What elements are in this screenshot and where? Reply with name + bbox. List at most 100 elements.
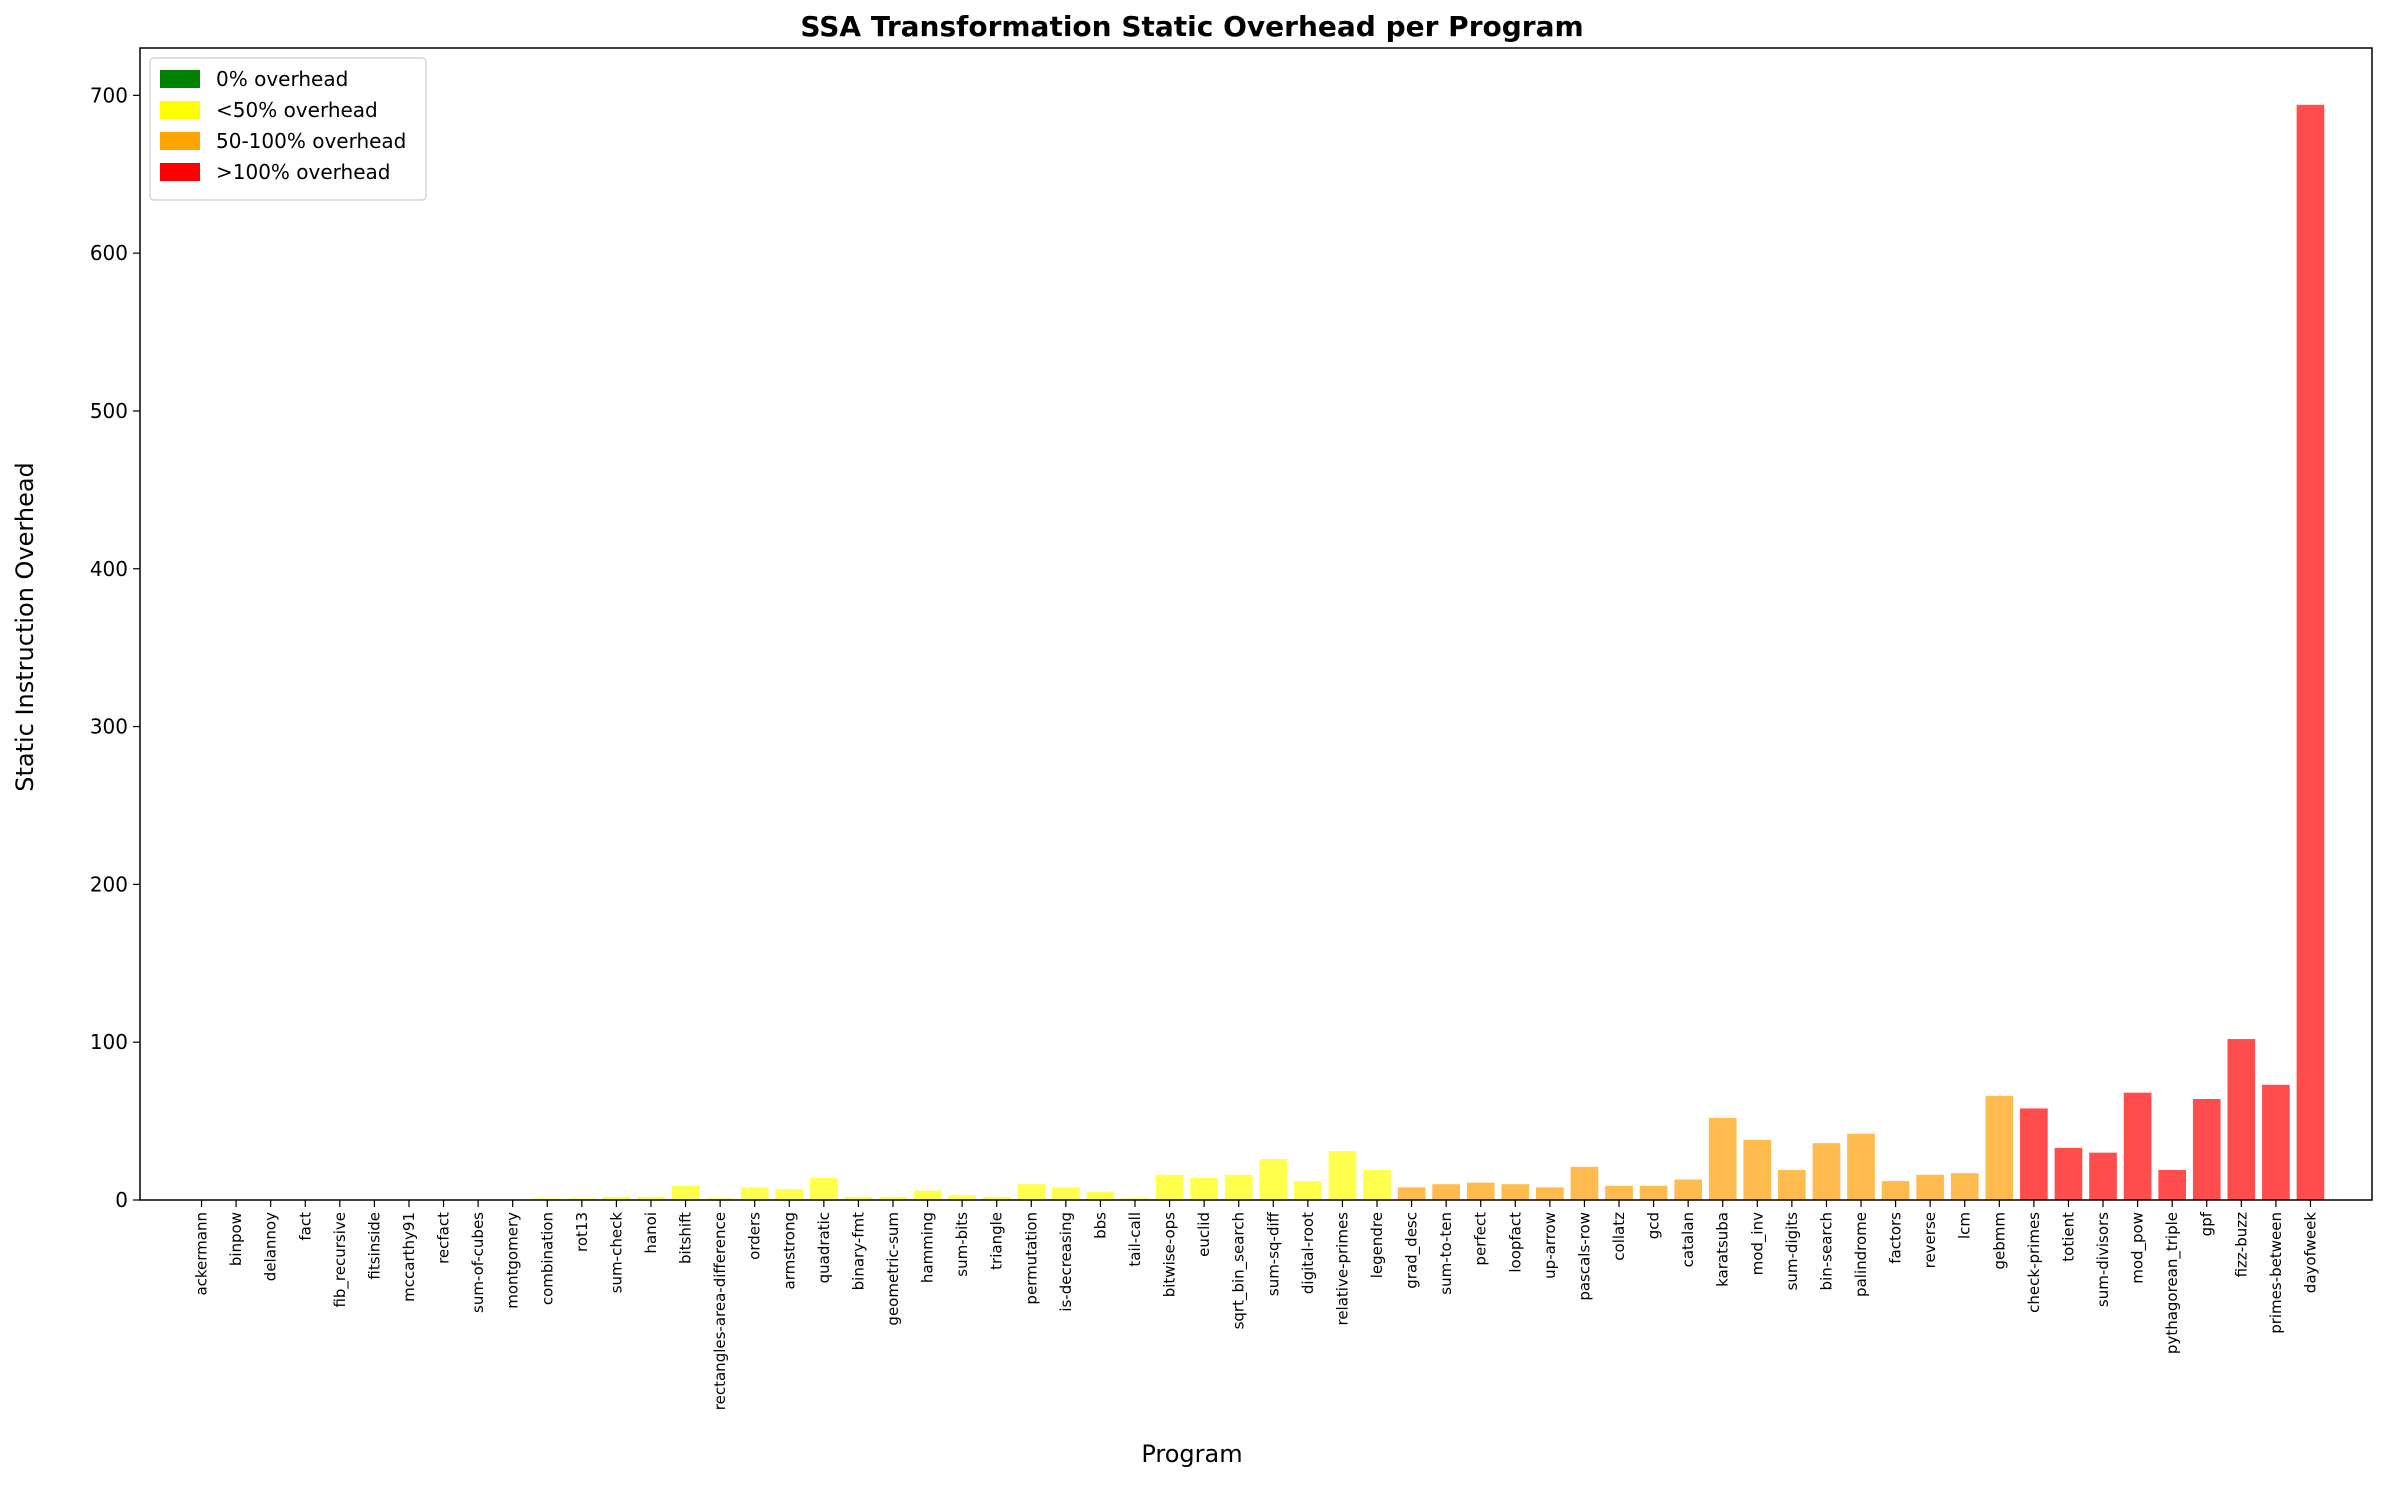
legend-label: 0% overhead	[216, 67, 348, 91]
x-tick-label: relative-primes	[1333, 1212, 1351, 1326]
legend-swatch	[160, 163, 200, 181]
x-tick-label: digital-root	[1299, 1212, 1317, 1294]
x-tick-label: pascals-row	[1575, 1212, 1593, 1301]
bar-gebmm	[1985, 1096, 2013, 1200]
bar-sum-divisors	[2089, 1153, 2117, 1200]
x-tick-label: pythagorean_triple	[2163, 1212, 2182, 1354]
x-tick-label: fib_recursive	[331, 1212, 350, 1308]
bar-mod_inv	[1743, 1140, 1771, 1200]
x-tick-label: sum-digits	[1783, 1212, 1801, 1291]
bar-catalan	[1674, 1179, 1702, 1200]
x-tick-label: delannoy	[262, 1212, 280, 1281]
x-tick-label: gcd	[1645, 1212, 1663, 1239]
bar-up-arrow	[1536, 1187, 1564, 1200]
bar-armstrong	[775, 1189, 803, 1200]
x-tick-label: quadratic	[815, 1212, 833, 1283]
bar-factors	[1882, 1181, 1910, 1200]
bar-gpf	[2193, 1099, 2221, 1200]
x-tick-label: mod_inv	[1748, 1212, 1767, 1275]
x-tick-label: hanoi	[642, 1212, 660, 1254]
bar-relative-primes	[1329, 1151, 1357, 1200]
x-tick-label: sum-check	[607, 1212, 625, 1294]
bar-grad_desc	[1398, 1187, 1426, 1200]
x-tick-label: rot13	[573, 1212, 591, 1252]
bar-collatz	[1605, 1186, 1633, 1200]
x-tick-label: bin-search	[1817, 1212, 1835, 1290]
bar-gcd	[1640, 1186, 1668, 1200]
x-tick-label: armstrong	[780, 1212, 798, 1289]
x-tick-label: permutation	[1022, 1212, 1040, 1305]
x-tick-label: palindrome	[1852, 1212, 1870, 1297]
x-tick-label: orders	[746, 1212, 764, 1260]
x-tick-label: combination	[538, 1212, 556, 1305]
bar-bitwise-ops	[1156, 1175, 1184, 1200]
bar-dayofweek	[2297, 105, 2325, 1200]
bar-sum-digits	[1778, 1170, 1806, 1200]
y-tick-label: 300	[90, 715, 128, 739]
x-tick-label: is-decreasing	[1057, 1212, 1075, 1312]
bar-bbs	[1087, 1192, 1115, 1200]
x-tick-label: check-primes	[2025, 1212, 2043, 1313]
x-tick-label: sum-to-ten	[1437, 1212, 1455, 1295]
x-axis-label: Program	[1141, 1440, 1242, 1468]
legend-swatch	[160, 101, 200, 119]
x-tick-label: fizz-buzz	[2232, 1212, 2250, 1278]
x-tick-label: fact	[296, 1212, 314, 1241]
x-tick-label: perfect	[1472, 1212, 1490, 1266]
legend-label: <50% overhead	[216, 98, 378, 122]
y-tick-label: 100	[90, 1030, 128, 1054]
x-tick-label: gpf	[2198, 1211, 2216, 1236]
legend-swatch	[160, 132, 200, 150]
x-tick-label: recfact	[435, 1212, 453, 1264]
bar-sum-sq-diff	[1259, 1159, 1287, 1200]
x-tick-label: karatsuba	[1714, 1212, 1732, 1287]
bar-palindrome	[1847, 1134, 1875, 1200]
bar-check-primes	[2020, 1108, 2048, 1200]
x-tick-label: bitwise-ops	[1161, 1212, 1179, 1297]
y-tick-label: 0	[115, 1188, 128, 1212]
x-tick-label: sum-of-cubes	[469, 1212, 487, 1313]
bar-digital-root	[1294, 1181, 1322, 1200]
x-tick-label: montgomery	[504, 1212, 522, 1309]
chart-title: SSA Transformation Static Overhead per P…	[800, 10, 1583, 43]
x-tick-label: up-arrow	[1541, 1212, 1559, 1279]
bar-is-decreasing	[1052, 1187, 1080, 1200]
x-tick-label: legendre	[1368, 1212, 1386, 1278]
bar-legendre	[1363, 1170, 1391, 1200]
x-tick-label: ackermann	[193, 1212, 211, 1296]
x-tick-label: hamming	[919, 1212, 937, 1283]
x-tick-label: euclid	[1195, 1212, 1213, 1257]
x-tick-label: primes-between	[2267, 1212, 2285, 1334]
y-tick-label: 700	[90, 83, 128, 107]
x-tick-label: sum-sq-diff	[1264, 1211, 1282, 1296]
x-tick-label: loopfact	[1506, 1212, 1524, 1273]
x-tick-label: mod_pow	[2129, 1212, 2148, 1284]
x-tick-label: rectangles-area-difference	[711, 1212, 729, 1410]
bar-fizz-buzz	[2227, 1039, 2255, 1200]
x-tick-label: gebmm	[1990, 1212, 2008, 1270]
plot-frame	[140, 48, 2372, 1200]
x-tick-label: binpow	[227, 1212, 245, 1266]
x-tick-label: sum-bits	[953, 1212, 971, 1277]
x-tick-label: factors	[1887, 1212, 1905, 1264]
bar-reverse	[1916, 1175, 1944, 1200]
legend-label: >100% overhead	[216, 160, 390, 184]
bar-sum-to-ten	[1432, 1184, 1460, 1200]
legend-swatch	[160, 70, 200, 88]
bar-permutation	[1017, 1184, 1045, 1200]
x-tick-label: mccarthy91	[400, 1212, 418, 1302]
x-tick-label: bbs	[1091, 1212, 1109, 1239]
x-axis: ackermann binpow delannoy fact fib_recursive…	[193, 1200, 2320, 1410]
x-tick-label: dayofweek	[2301, 1212, 2319, 1294]
bar-hamming	[914, 1191, 942, 1200]
bar-orders	[741, 1187, 769, 1200]
y-axis-label: Static Instruction Overhead	[11, 462, 39, 792]
x-tick-label: lcm	[1956, 1212, 1974, 1239]
bar-karatsuba	[1709, 1118, 1737, 1200]
bar-perfect	[1467, 1183, 1495, 1200]
y-tick-label: 600	[90, 241, 128, 265]
y-tick-label: 200	[90, 872, 128, 896]
bar-quadratic	[810, 1178, 838, 1200]
